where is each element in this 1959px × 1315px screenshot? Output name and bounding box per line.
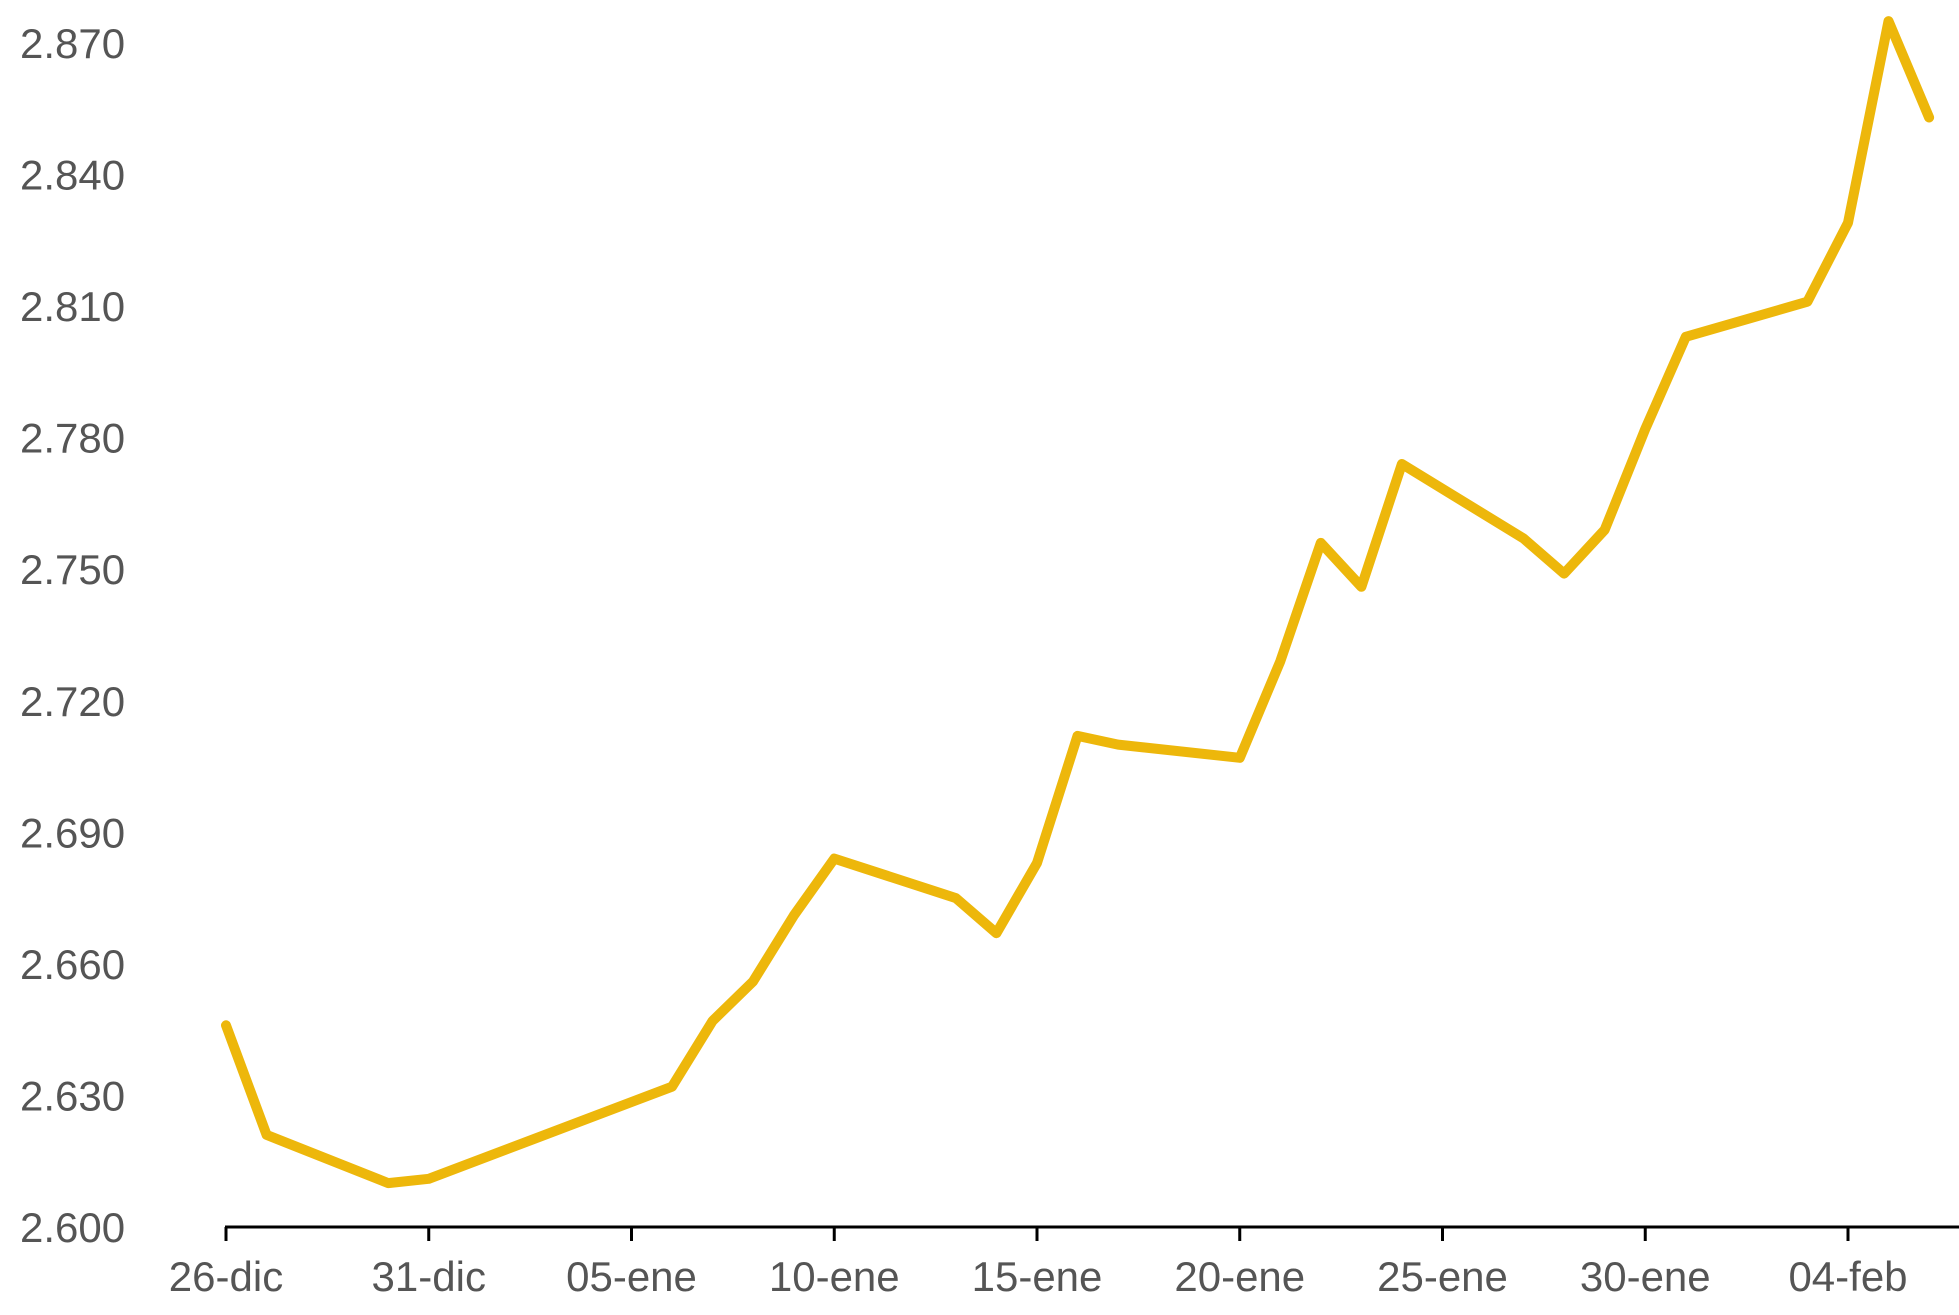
data-point	[951, 894, 960, 903]
data-point	[1641, 424, 1650, 433]
y-axis-tick-labels: 2.600 2.630 2.660 2.690 2.720 2.750 2.780 2.810…	[20, 20, 125, 1251]
data-point	[1357, 582, 1366, 591]
x-tick-label: 20-ene	[1174, 1253, 1305, 1300]
x-tick-label: 26-dic	[169, 1253, 283, 1300]
data-point	[424, 1174, 433, 1183]
data-point	[1276, 657, 1285, 666]
data-point	[1844, 218, 1852, 227]
y-tick-label: 2.840	[20, 152, 125, 199]
y-tick-label: 2.870	[20, 20, 125, 67]
data-point	[749, 977, 758, 986]
data-point	[668, 1082, 676, 1091]
data-point	[1114, 740, 1123, 749]
data-point	[1235, 753, 1244, 762]
y-tick-label: 2.690	[20, 809, 125, 856]
data-point	[222, 1021, 230, 1030]
data-point	[1316, 538, 1325, 547]
data-point	[1681, 332, 1690, 341]
x-tick-label: 10-ene	[769, 1253, 900, 1300]
data-point	[1519, 534, 1528, 543]
y-tick-label: 2.630	[20, 1072, 125, 1119]
series-layer	[221, 16, 1935, 1189]
data-point	[708, 1016, 717, 1025]
data-point	[830, 854, 839, 863]
data-point	[789, 911, 798, 920]
data-point	[1600, 525, 1609, 534]
x-axis-ticks	[224, 1227, 1850, 1241]
y-tick-label: 2.780	[20, 415, 125, 462]
y-tick-label: 2.720	[20, 678, 125, 725]
data-point	[262, 1130, 271, 1139]
y-tick-label: 2.600	[20, 1204, 125, 1251]
y-tick-label: 2.660	[20, 941, 125, 988]
data-point	[1925, 113, 1934, 122]
y-tick-label: 2.750	[20, 546, 125, 593]
x-tick-label: 31-dic	[372, 1253, 486, 1300]
data-point	[1884, 17, 1893, 26]
series-line	[221, 16, 1935, 1189]
data-point	[1073, 731, 1082, 740]
x-tick-label: 05-ene	[566, 1253, 697, 1300]
x-tick-label: 04-feb	[1788, 1253, 1907, 1300]
y-tick-label: 2.810	[20, 283, 125, 330]
x-axis-tick-labels: 26-dic 31-dic 05-ene 10-ene 15-ene 20-ene 25-e…	[169, 1253, 1908, 1300]
data-point	[1560, 569, 1569, 578]
x-tick-label: 15-ene	[972, 1253, 1103, 1300]
x-tick-label: 25-ene	[1377, 1253, 1508, 1300]
data-point	[1033, 859, 1041, 867]
data-point	[1803, 297, 1812, 306]
data-point	[384, 1179, 393, 1188]
data-point	[992, 929, 1001, 938]
data-point	[1397, 460, 1406, 468]
x-tick-label: 30-ene	[1580, 1253, 1711, 1300]
